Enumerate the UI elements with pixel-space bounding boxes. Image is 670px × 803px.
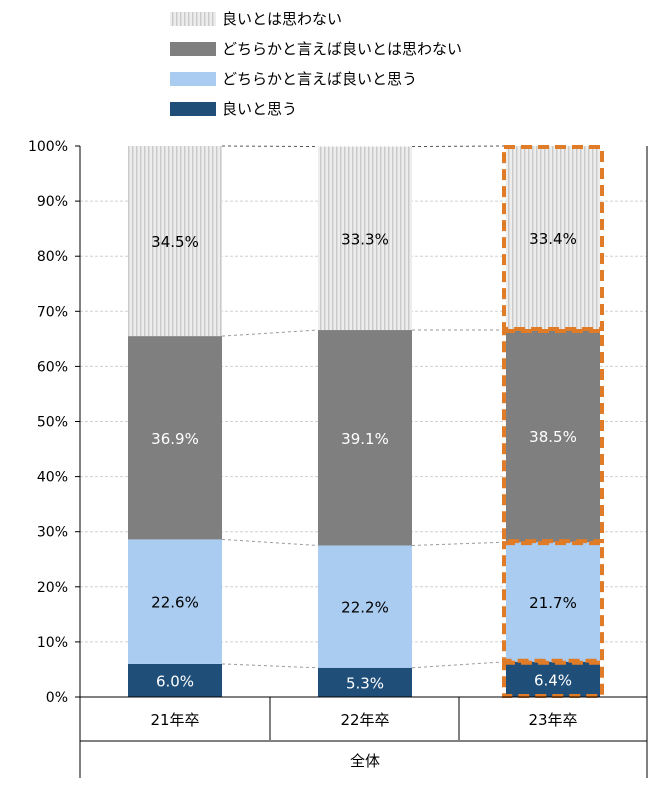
legend-swatch	[170, 102, 216, 116]
series-line	[411, 661, 507, 669]
y-tick-label: 0%	[46, 690, 68, 706]
legend-label: 良いとは思わない	[222, 10, 342, 28]
series-line	[221, 329, 319, 337]
highlight-box	[502, 329, 604, 544]
bar-segment	[318, 667, 412, 697]
y-tick-label: 60%	[37, 359, 68, 375]
data-label: 6.0%	[156, 672, 194, 690]
highlight-boxes	[502, 145, 604, 699]
data-label: 33.4%	[529, 230, 577, 248]
data-label: 21.7%	[529, 594, 577, 612]
legend-label: 良いと思う	[222, 100, 297, 118]
y-tick-label: 80%	[37, 249, 68, 265]
bar-segment	[318, 545, 412, 668]
bar-segment	[128, 336, 222, 540]
legend-label: どちらかと言えば良いと思う	[222, 70, 417, 88]
y-tick-label: 10%	[37, 635, 68, 651]
legend-swatch	[170, 12, 216, 26]
bar-segment	[318, 330, 412, 546]
data-label: 22.2%	[341, 599, 389, 617]
y-tick-label: 20%	[37, 580, 68, 596]
legend: 良いとは思わないどちらかと言えば良いとは思わないどちらかと言えば良いと思う良いと…	[170, 10, 462, 118]
series-line	[411, 145, 507, 148]
y-tick-label: 100%	[28, 139, 68, 155]
bar-segment	[318, 146, 412, 331]
category-label: 21年卒	[150, 711, 199, 729]
category-label: 23年卒	[528, 711, 577, 729]
y-tick-label: 90%	[37, 194, 68, 210]
data-label: 36.9%	[151, 430, 199, 448]
series-line	[221, 538, 319, 546]
y-tick-label: 50%	[37, 415, 68, 431]
series-connector-lines	[221, 145, 507, 669]
data-label: 39.1%	[341, 430, 389, 448]
bar-segment	[506, 330, 600, 543]
series-line	[411, 541, 507, 546]
bar-segment	[128, 539, 222, 664]
category-label: 22年卒	[340, 711, 389, 729]
group-label: 全体	[350, 752, 380, 770]
highlight-box	[502, 145, 604, 332]
bar-segment	[128, 146, 222, 337]
data-label: 34.5%	[151, 233, 199, 251]
y-tick-label: 70%	[37, 304, 68, 320]
axes	[75, 145, 648, 778]
series-line	[221, 663, 319, 669]
data-label: 38.5%	[529, 428, 577, 446]
series-line	[221, 145, 319, 148]
data-labels: 6.0% 22.6% 36.9% 34.5% 5.3% 22.2% 39.1% 33.3% 6.…	[151, 230, 577, 692]
data-label: 5.3%	[346, 674, 384, 692]
bar-segment	[506, 661, 600, 697]
data-label: 33.3%	[341, 230, 389, 248]
bars	[128, 146, 600, 697]
bar-segment	[506, 542, 600, 662]
bar-segment	[128, 663, 222, 697]
data-label: 22.6%	[151, 594, 199, 612]
y-tick-labels: 0% 10% 20% 30% 40% 50% 60% 70% 80% 90% 100%	[28, 139, 68, 706]
y-tick-label: 40%	[37, 470, 68, 486]
bar-segment	[506, 146, 600, 331]
legend-swatch	[170, 42, 216, 56]
highlight-box	[502, 660, 604, 699]
highlight-box	[502, 541, 604, 663]
legend-swatch	[170, 72, 216, 86]
data-label: 6.4%	[534, 671, 572, 689]
y-tick-label: 30%	[37, 525, 68, 541]
legend-label: どちらかと言えば良いとは思わない	[222, 40, 462, 58]
